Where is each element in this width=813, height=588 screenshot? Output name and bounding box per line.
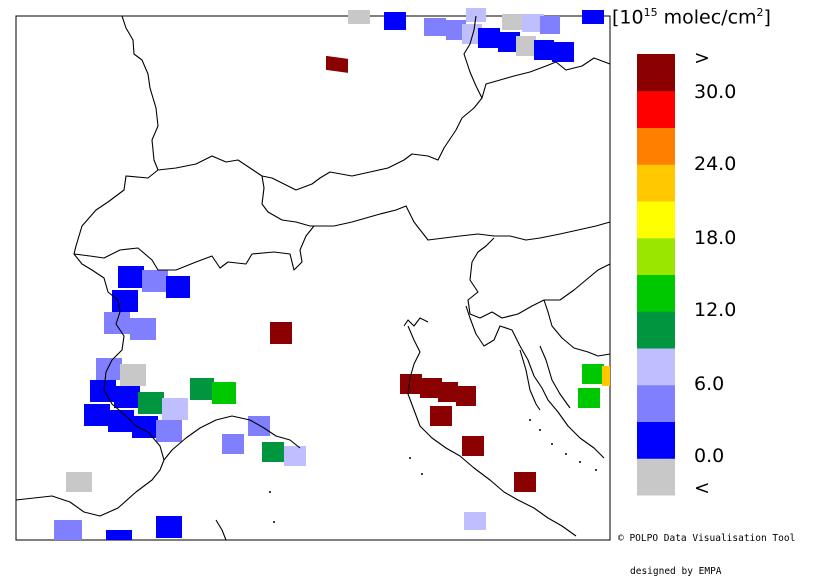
data-pixel — [142, 270, 168, 292]
data-pixel — [248, 416, 270, 436]
legend-colorbar — [637, 54, 675, 496]
legend-swatch — [637, 348, 675, 386]
legend-swatch — [637, 201, 675, 239]
legend-swatch — [637, 311, 675, 349]
data-pixel — [96, 358, 122, 380]
legend-swatch — [637, 164, 675, 202]
data-pixel — [498, 32, 520, 52]
data-pixel — [84, 404, 110, 426]
data-pixel — [138, 392, 164, 414]
data-pixel — [466, 8, 486, 22]
data-pixel — [384, 12, 406, 30]
data-pixel — [502, 14, 524, 30]
map-frame — [15, 15, 611, 541]
data-pixel — [430, 406, 452, 426]
legend-unit: [1015 molec/cm2] — [612, 6, 771, 29]
legend-label-0: 0.0 — [694, 445, 725, 467]
legend-swatch — [637, 54, 675, 92]
legend-label-above: > — [694, 47, 710, 69]
data-pixel — [54, 520, 82, 540]
data-pixel — [424, 18, 446, 36]
legend-swatch — [637, 274, 675, 312]
data-pixel — [582, 10, 604, 24]
data-pixel — [212, 382, 236, 404]
data-pixel — [602, 366, 610, 386]
legend-swatch — [637, 384, 675, 422]
legend-label-6: 6.0 — [694, 373, 725, 395]
legend-label-below: < — [694, 477, 710, 499]
data-pixel — [222, 434, 244, 454]
data-pixel — [540, 16, 560, 34]
data-pixel — [112, 290, 138, 312]
data-pixel — [582, 364, 604, 384]
credit-line-2: designed by EMPA — [630, 566, 722, 577]
data-pixel — [104, 312, 130, 334]
data-pixel — [514, 472, 536, 492]
legend-label-18: 18.0 — [694, 227, 737, 249]
data-pixel — [462, 436, 484, 456]
map-canvas — [15, 8, 675, 541]
data-pixel — [552, 42, 574, 62]
island-marks — [269, 419, 597, 523]
data-pixel — [270, 322, 292, 344]
legend-label-24: 24.0 — [694, 153, 737, 175]
data-pixel — [262, 442, 284, 462]
data-pixel — [106, 530, 132, 540]
data-pixel — [456, 386, 476, 406]
legend-swatch — [637, 237, 675, 275]
data-pixel — [478, 28, 500, 48]
data-pixel — [66, 472, 92, 492]
data-pixel — [400, 374, 422, 394]
credit-text: © POLPO Data Visualisation Tool designed… — [618, 511, 795, 588]
legend-swatch — [637, 421, 675, 459]
data-pixel — [156, 516, 182, 538]
data-pixel — [156, 420, 182, 442]
data-pixel — [162, 398, 188, 420]
legend-label-30: 30.0 — [694, 81, 737, 103]
data-pixel — [166, 276, 190, 298]
data-pixel — [90, 380, 116, 402]
data-pixel — [438, 382, 458, 402]
country-borders — [15, 15, 611, 541]
data-pixel — [118, 266, 144, 288]
legend-swatch — [637, 458, 675, 496]
data-pixel — [446, 20, 466, 40]
data-pixel — [190, 378, 214, 400]
data-pixel — [462, 24, 482, 44]
data-pixel — [284, 446, 306, 466]
data-pixel — [464, 512, 486, 530]
data-pixel — [522, 14, 544, 32]
credit-line-1: © POLPO Data Visualisation Tool — [618, 533, 796, 544]
data-pixel — [348, 10, 370, 24]
data-pixel — [516, 36, 536, 56]
data-pixel — [108, 410, 134, 432]
legend-swatch — [637, 127, 675, 165]
legend-swatch — [637, 90, 675, 128]
data-pixel — [534, 40, 554, 60]
legend-label-12: 12.0 — [694, 299, 737, 321]
data-pixel — [132, 416, 158, 438]
data-pixels — [54, 8, 610, 540]
data-pixel — [120, 364, 146, 386]
data-pixel — [114, 386, 140, 408]
data-pixel — [578, 388, 600, 408]
data-pixel — [420, 378, 442, 398]
data-pixel — [130, 318, 156, 340]
data-pixel — [326, 55, 348, 73]
